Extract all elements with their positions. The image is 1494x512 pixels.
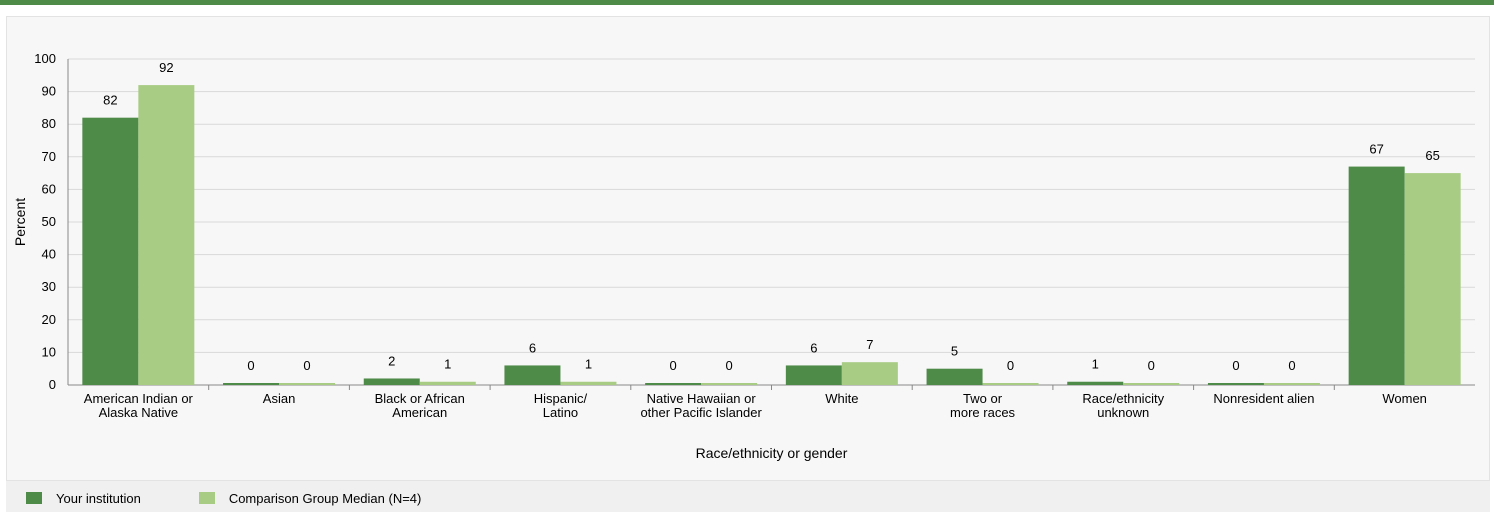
bar-institution [223, 383, 280, 385]
y-axis-title: Percent [12, 198, 28, 246]
legend-item-comparison: Comparison Group Median (N=4) [198, 490, 422, 506]
x-tick-label: Women [1382, 391, 1427, 406]
x-tick-label: Race/ethnicity [1082, 391, 1164, 406]
y-tick-label: 30 [42, 279, 56, 294]
legend: Your institution Comparison Group Median… [26, 487, 479, 509]
y-tick-label: 100 [34, 51, 56, 66]
bar-institution [1207, 383, 1264, 385]
x-tick-label: American Indian or [84, 391, 194, 406]
bar-comparison [279, 383, 336, 385]
bar-comparison [982, 383, 1039, 385]
bar-institution [504, 365, 561, 385]
bar-comparison [1123, 383, 1180, 385]
x-tick-label: American [392, 405, 447, 420]
bar-institution [363, 378, 420, 385]
y-tick-label: 90 [42, 84, 56, 99]
data-label: 1 [585, 357, 592, 372]
bar-comparison [560, 381, 617, 385]
top-accent-bar [0, 0, 1494, 5]
data-label: 92 [159, 60, 173, 75]
y-tick-label: 10 [42, 344, 56, 359]
y-tick-label: 70 [42, 149, 56, 164]
x-axis-title: Race/ethnicity or gender [696, 445, 848, 461]
bar-institution [645, 383, 702, 385]
y-tick-label: 60 [42, 181, 56, 196]
data-label: 67 [1369, 142, 1383, 157]
data-label: 1 [1092, 357, 1099, 372]
x-tick-label: Native Hawaiian or [647, 391, 757, 406]
bar-institution [785, 365, 842, 385]
data-label: 0 [1148, 358, 1155, 373]
legend-swatch-comparison [198, 492, 215, 504]
legend-label-comparison: Comparison Group Median (N=4) [228, 490, 422, 506]
bar-institution [926, 368, 983, 385]
x-tick-label: Latino [543, 405, 578, 420]
y-tick-label: 50 [42, 214, 56, 229]
data-label: 6 [810, 340, 817, 355]
data-label: 0 [247, 358, 254, 373]
data-label: 6 [529, 340, 536, 355]
x-tick-label: other Pacific Islander [640, 405, 762, 420]
x-tick-label: more races [950, 405, 1016, 420]
data-label: 82 [103, 93, 117, 108]
y-tick-label: 0 [49, 377, 56, 392]
legend-item-institution: Your institution [26, 491, 141, 506]
data-label: 0 [726, 358, 733, 373]
y-tick-label: 80 [42, 116, 56, 131]
data-label: 0 [670, 358, 677, 373]
y-tick-label: 40 [42, 247, 56, 262]
data-label: 0 [1232, 358, 1239, 373]
legend-swatch-institution [26, 492, 42, 504]
data-label: 0 [1007, 358, 1014, 373]
bar-comparison [419, 381, 476, 385]
x-tick-label: unknown [1097, 405, 1149, 420]
bar-institution [1348, 166, 1405, 385]
data-label: 65 [1425, 148, 1439, 163]
y-tick-label: 20 [42, 312, 56, 327]
bar-institution [1067, 381, 1124, 385]
bar-comparison [701, 383, 758, 385]
legend-strip [6, 480, 1490, 512]
bar-comparison [138, 85, 195, 385]
x-tick-label: Two or [963, 391, 1003, 406]
bar-comparison [841, 362, 898, 385]
data-label: 1 [444, 357, 451, 372]
bar-comparison [1263, 383, 1320, 385]
data-label: 0 [303, 358, 310, 373]
data-label: 2 [388, 353, 395, 368]
x-tick-label: Alaska Native [99, 405, 178, 420]
x-tick-label: Black or African [375, 391, 465, 406]
bar-comparison [1404, 173, 1461, 385]
data-label: 5 [951, 344, 958, 359]
x-tick-label: White [825, 391, 858, 406]
x-tick-label: Hispanic/ [534, 391, 588, 406]
chart-panel [6, 16, 1490, 510]
bar-institution [82, 117, 139, 386]
x-tick-label: Nonresident alien [1213, 391, 1314, 406]
data-label: 7 [866, 337, 873, 352]
x-tick-label: Asian [263, 391, 296, 406]
data-label: 0 [1288, 358, 1295, 373]
legend-label-institution: Your institution [56, 490, 141, 506]
